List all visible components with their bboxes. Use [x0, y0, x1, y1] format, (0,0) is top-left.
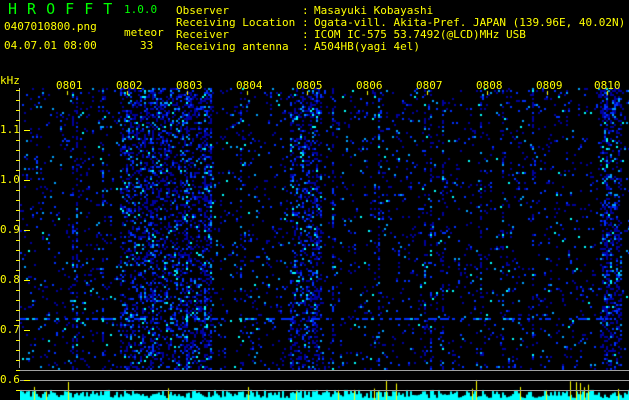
y-tick-mark [16, 120, 20, 121]
info-sep: : [302, 4, 309, 17]
y-tick-mark [16, 370, 20, 371]
y-tick-mark [24, 330, 30, 331]
spectrogram [20, 80, 629, 400]
divider-line [20, 370, 629, 371]
info-sep: : [302, 28, 309, 41]
y-tick-mark [16, 110, 20, 111]
y-tick-mark [16, 310, 20, 311]
divider-line [20, 380, 629, 381]
y-tick-mark [24, 230, 30, 231]
info-row: Receiver: ICOM IC-575 53.7492(@LCD)MHz US… [176, 29, 625, 41]
x-tick-label: 0805 [296, 79, 323, 92]
y-tick-mark [16, 320, 20, 321]
info-sep: : [302, 16, 309, 29]
y-tick-mark [16, 220, 20, 221]
info-row: Observer: Masayuki Kobayashi [176, 5, 625, 17]
y-tick-mark [16, 270, 20, 271]
y-tick-mark [16, 140, 20, 141]
x-tick-label: 0801 [56, 79, 83, 92]
app-version: 1.0.0 [124, 3, 158, 16]
y-tick-label: 1.0 [0, 173, 20, 186]
meteor-label: meteor [124, 26, 164, 39]
y-tick-mark [16, 100, 20, 101]
y-tick-mark [16, 170, 20, 171]
y-tick-mark [16, 160, 20, 161]
y-tick-mark [16, 90, 20, 91]
y-tick-label: 0.8 [0, 273, 20, 286]
y-tick-label: 0.6 [0, 373, 20, 386]
y-tick-label: 0.7 [0, 323, 20, 336]
file-datetime: 04.07.01 08:00 [4, 39, 97, 52]
info-value: A504HB(yagi 4el) [314, 40, 420, 53]
info-label: Receiving antenna [176, 40, 289, 53]
station-info: Observer: Masayuki Kobayashi Receiving Lo… [176, 5, 625, 53]
meteor-count: 33 [140, 39, 154, 52]
y-tick-mark [16, 260, 20, 261]
file-name: 0407010800.png [4, 20, 97, 33]
y-tick-mark [16, 300, 20, 301]
info-sep: : [302, 40, 309, 53]
y-tick-mark [16, 200, 20, 201]
y-tick-mark [24, 180, 30, 181]
y-axis-unit: kHz [0, 74, 20, 87]
info-value: ICOM IC-575 53.7492(@LCD)MHz USB [314, 28, 526, 41]
app-title: H R O F F T [8, 0, 113, 18]
y-tick-mark [16, 190, 20, 191]
info-value: Masayuki Kobayashi [314, 4, 434, 17]
divider-line [20, 390, 629, 391]
x-tick-label: 0807 [416, 79, 443, 92]
info-label: Receiving Location [176, 16, 296, 29]
y-tick-mark [16, 240, 20, 241]
info-label: Receiver [176, 28, 229, 41]
x-tick-label: 0810 [594, 79, 621, 92]
y-axis-line [19, 88, 20, 368]
y-tick-mark [16, 250, 20, 251]
x-tick-label: 0806 [356, 79, 383, 92]
info-label: Observer [176, 4, 229, 17]
info-value: Ogata-vill. Akita-Pref. JAPAN (139.96E, … [314, 16, 626, 29]
info-row: Receiving Location: Ogata-vill. Akita-Pre… [176, 17, 625, 29]
y-tick-label: 0.9 [0, 223, 20, 236]
y-tick-mark [16, 340, 20, 341]
y-tick-label: 1.1 [0, 123, 20, 136]
y-tick-mark [16, 360, 20, 361]
y-tick-mark [16, 150, 20, 151]
x-tick-label: 0809 [536, 79, 563, 92]
y-tick-mark [16, 210, 20, 211]
y-tick-mark [16, 350, 20, 351]
y-tick-mark [24, 280, 30, 281]
y-tick-mark [24, 380, 30, 381]
info-row: Receiving antenna: A504HB(yagi 4el) [176, 41, 625, 53]
x-tick-label: 0803 [176, 79, 203, 92]
x-tick-label: 0804 [236, 79, 263, 92]
y-tick-mark [24, 130, 30, 131]
x-tick-label: 0802 [116, 79, 143, 92]
y-tick-mark [16, 390, 20, 391]
x-tick-label: 0808 [476, 79, 503, 92]
y-tick-mark [16, 290, 20, 291]
